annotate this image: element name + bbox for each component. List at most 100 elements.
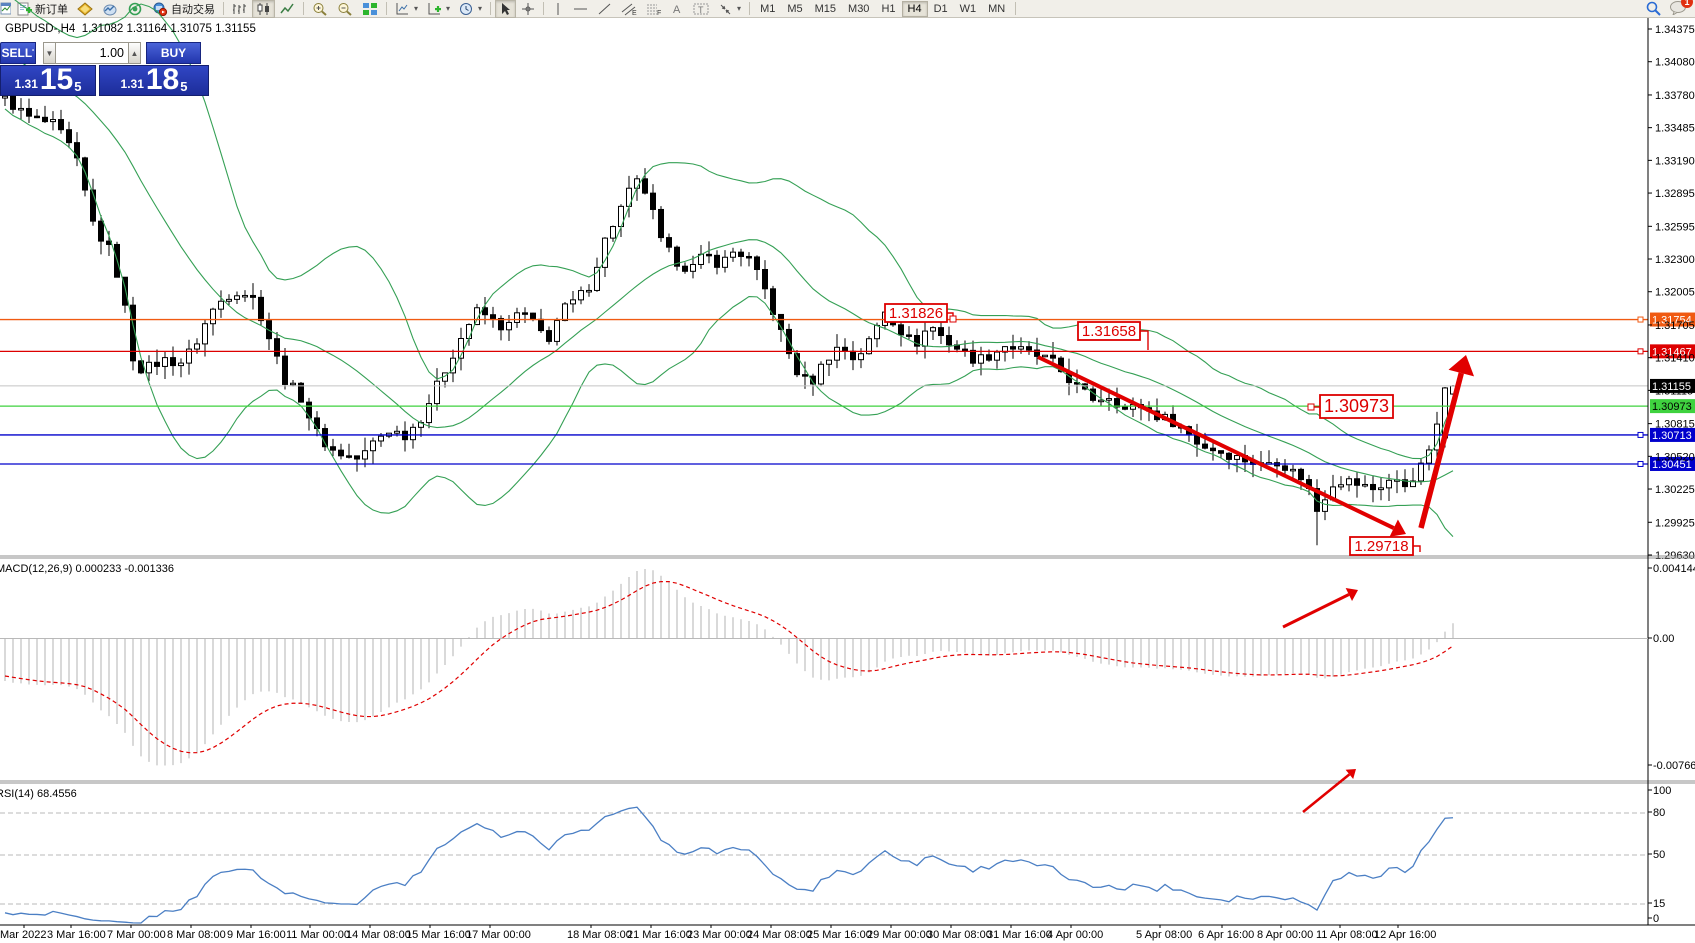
- timeframe-m1[interactable]: M1: [760, 2, 776, 15]
- buy-price-tile[interactable]: 1.31 18 5: [99, 65, 209, 96]
- arrows-button[interactable]: ▾: [714, 0, 745, 18]
- volume-increase-button[interactable]: ▲: [128, 42, 141, 64]
- price-level-handle[interactable]: [1637, 460, 1644, 467]
- candle-body: [250, 294, 256, 298]
- timeframe-w1[interactable]: W1: [959, 2, 977, 15]
- autotrade-button[interactable]: 自动交易: [148, 0, 219, 18]
- horizontal-line-button[interactable]: [569, 0, 592, 18]
- volume-decrease-button[interactable]: ▼: [43, 42, 56, 64]
- price-level-label: 1.31467: [1652, 346, 1692, 358]
- market-watch-button[interactable]: [73, 0, 97, 18]
- price-level-box: [1650, 399, 1695, 414]
- candle-body: [178, 362, 184, 367]
- candle-body: [98, 220, 104, 242]
- volume-input[interactable]: [56, 42, 128, 64]
- trend-arrow-line[interactable]: [1037, 355, 1395, 530]
- time-label: 11 Apr 08:00: [1316, 929, 1378, 941]
- candle-body: [1362, 483, 1368, 487]
- trendline-button[interactable]: [593, 0, 616, 18]
- buy-button[interactable]: BUY: [146, 42, 201, 64]
- annotation-box[interactable]: [884, 303, 948, 323]
- rsi-axis-label: 50: [1653, 849, 1665, 861]
- candle-body: [1026, 346, 1032, 351]
- candle-body: [722, 256, 728, 268]
- candle-body: [1202, 443, 1208, 449]
- annotation-box[interactable]: [1077, 321, 1141, 341]
- indicators-button[interactable]: ▾: [423, 0, 454, 18]
- annotation-box[interactable]: [1349, 536, 1414, 556]
- window-icon[interactable]: [0, 0, 12, 18]
- sell-price-tile[interactable]: 1.31 15 5: [0, 65, 96, 96]
- candle-body: [226, 298, 232, 302]
- candle-body: [90, 189, 96, 222]
- candle-body: [1050, 354, 1056, 359]
- candle-body: [58, 119, 64, 131]
- text-label-button[interactable]: T: [689, 0, 713, 18]
- candle-body: [738, 251, 744, 257]
- timeframe-mn[interactable]: MN: [988, 2, 1006, 15]
- candle-body: [162, 357, 168, 367]
- search-icon[interactable]: [1646, 1, 1661, 16]
- bar-chart-icon: [233, 3, 246, 14]
- new-chart-button[interactable]: ▾: [391, 0, 422, 18]
- bar-chart-button[interactable]: [228, 0, 251, 18]
- candlestick-chart-button[interactable]: [252, 0, 275, 18]
- sell-button[interactable]: SELL ˚: [0, 42, 36, 64]
- profiles-button[interactable]: [98, 0, 122, 18]
- candle-body: [74, 142, 80, 159]
- trend-arrow-head[interactable]: [1345, 769, 1356, 780]
- candle-body: [298, 382, 304, 403]
- candle-body: [314, 417, 320, 430]
- sell-button-marker: ˚: [32, 49, 35, 57]
- channel-button[interactable]: E: [617, 0, 641, 18]
- trend-arrow-head[interactable]: [1345, 588, 1358, 601]
- candle-body: [410, 426, 416, 441]
- cursor-button[interactable]: [495, 0, 517, 18]
- candle-body: [762, 269, 768, 290]
- cursor-icon: [502, 2, 511, 15]
- trend-arrow-line[interactable]: [1418, 372, 1464, 529]
- trend-arrow-head[interactable]: [1389, 519, 1406, 537]
- timeframe-m30[interactable]: M30: [848, 2, 870, 15]
- price-tick-label: 1.32595: [1655, 221, 1695, 233]
- candle-body: [2, 95, 8, 99]
- timeframe-group: M1 M5 M15 M30 H1 H4 D1 W1 MN: [754, 0, 1011, 17]
- price-level-handle[interactable]: [1637, 316, 1644, 323]
- text-button[interactable]: A: [667, 0, 688, 18]
- vertical-line-button[interactable]: [548, 0, 568, 18]
- price-level-handle[interactable]: [1637, 431, 1644, 438]
- trend-arrow-line[interactable]: [1302, 773, 1351, 813]
- candle-body: [674, 246, 680, 267]
- price-tick-label: 1.30520: [1655, 451, 1695, 463]
- timeframe-d1[interactable]: D1: [933, 2, 948, 15]
- candle-body: [978, 354, 984, 364]
- periods-button[interactable]: ▾: [455, 0, 486, 18]
- trend-arrow-line[interactable]: [1282, 593, 1350, 629]
- candle-body: [810, 375, 816, 385]
- autotrade-label: 自动交易: [171, 3, 215, 16]
- candle-body: [914, 335, 920, 347]
- timeframe-h1[interactable]: H1: [881, 2, 896, 15]
- fibonacci-button[interactable]: F: [642, 0, 666, 18]
- dropdown-arrow-icon: ▾: [414, 4, 419, 13]
- tile-windows-button[interactable]: [358, 0, 382, 18]
- timeframe-m5[interactable]: M5: [787, 2, 803, 15]
- zoom-in-button[interactable]: [308, 0, 332, 18]
- timeframe-h4[interactable]: H4: [901, 0, 928, 17]
- candle-body: [346, 455, 352, 458]
- timeframe-m15[interactable]: M15: [814, 2, 837, 15]
- zoom-out-button[interactable]: [333, 0, 357, 18]
- trend-arrow-head[interactable]: [1448, 355, 1475, 377]
- toolbar-separator: [386, 2, 387, 15]
- profile-chart-icon: [103, 4, 117, 15]
- line-chart-button[interactable]: [276, 0, 299, 18]
- candle-body: [546, 330, 552, 342]
- candle-body: [378, 435, 384, 442]
- macd-axis-label: 0.00: [1653, 633, 1674, 645]
- candle-body: [586, 289, 592, 293]
- crosshair-button[interactable]: [517, 0, 539, 18]
- annotation-box[interactable]: [1319, 394, 1394, 419]
- price-level-handle[interactable]: [1637, 348, 1644, 355]
- notifications-button[interactable]: 1: [1669, 0, 1693, 18]
